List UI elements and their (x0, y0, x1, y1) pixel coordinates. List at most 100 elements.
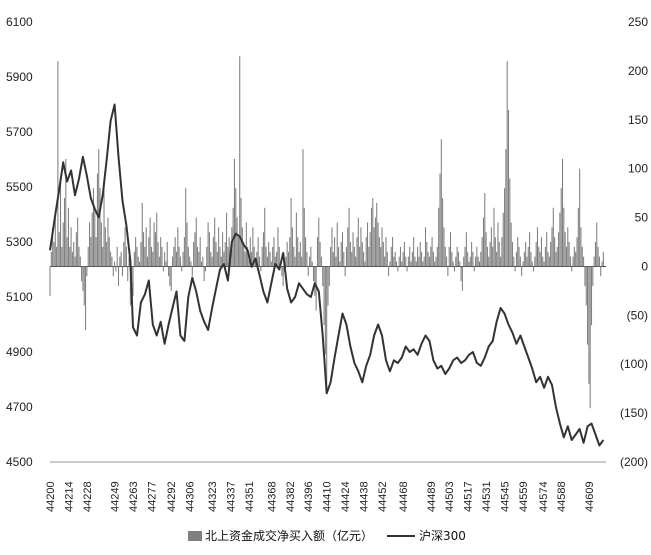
bar (521, 266, 523, 277)
bar (295, 212, 297, 267)
bar (294, 256, 296, 267)
bar (423, 256, 425, 267)
bar (392, 237, 394, 267)
hs300-line (49, 103, 605, 447)
bar (149, 217, 151, 267)
bar (367, 222, 369, 267)
bar (281, 266, 283, 277)
bar (297, 237, 299, 267)
bar (95, 237, 97, 267)
bar (289, 237, 291, 267)
bar (287, 251, 289, 267)
bar (555, 251, 557, 267)
bar (442, 198, 444, 267)
bar (270, 261, 272, 267)
bar (401, 261, 403, 267)
bar (220, 256, 222, 267)
bar (511, 242, 513, 267)
bar (195, 217, 197, 267)
bar (502, 212, 504, 267)
bar (447, 266, 449, 277)
bar (418, 256, 420, 267)
bar (71, 251, 73, 267)
bar (228, 237, 230, 267)
bar (421, 251, 423, 267)
bar (286, 242, 288, 267)
bar (353, 246, 355, 267)
bar (505, 149, 507, 267)
bar (194, 232, 196, 267)
bar (406, 266, 408, 272)
bar (89, 222, 91, 267)
bar (299, 242, 301, 267)
bar (356, 237, 358, 267)
bar (243, 242, 245, 267)
bar (125, 246, 127, 267)
x-axis-tick-label: 44249 (110, 481, 122, 512)
bar (298, 251, 300, 267)
bar (548, 256, 550, 267)
bar (253, 246, 255, 267)
bar (444, 246, 446, 267)
x-axis-tick-label: 44438 (359, 481, 371, 512)
bar (303, 207, 305, 267)
x-axis-tick-label: 44410 (322, 481, 334, 512)
bar (389, 261, 391, 267)
bar (478, 261, 481, 267)
bar (572, 256, 574, 267)
left-axis-tick-label: 5100 (6, 290, 33, 304)
bar (49, 266, 51, 296)
bar (307, 266, 309, 277)
legend-bar-swatch (188, 530, 202, 541)
x-axis-tick-label: 44468 (398, 481, 410, 512)
bar (452, 261, 454, 267)
bar (264, 207, 266, 267)
bar (581, 246, 583, 267)
bar (550, 242, 552, 267)
bar (514, 266, 516, 272)
bar (178, 246, 180, 267)
bar (544, 246, 546, 267)
bar (233, 158, 235, 267)
bar (132, 266, 134, 296)
bar (457, 251, 459, 267)
bar (597, 246, 599, 267)
bar (463, 256, 465, 267)
x-axis-tick-label: 44228 (82, 481, 94, 512)
bar (261, 246, 263, 267)
bar (475, 256, 477, 267)
bar (277, 227, 279, 267)
bar (380, 246, 382, 267)
bar (589, 266, 591, 409)
bar (210, 251, 212, 267)
bar (472, 251, 474, 267)
bar (372, 198, 374, 267)
bar (199, 237, 201, 267)
bar (403, 242, 405, 267)
bar (402, 251, 404, 267)
x-axis-tick-label: 44489 (426, 481, 438, 512)
bar (484, 193, 486, 267)
bar (397, 266, 399, 272)
bar (461, 266, 463, 291)
bar (558, 232, 560, 267)
bar (255, 261, 257, 267)
bar (79, 256, 81, 267)
left-axis-tick-label: 4700 (6, 400, 33, 414)
bar (456, 246, 458, 267)
bar (352, 232, 354, 267)
bar (497, 222, 499, 267)
bar (585, 266, 587, 306)
bar (399, 246, 401, 267)
bar (245, 222, 247, 267)
right-axis-tick-label: 0 (641, 259, 648, 273)
bar (378, 237, 380, 267)
bar (481, 237, 483, 267)
bar (415, 261, 417, 267)
legend-line-swatch (387, 534, 416, 537)
bar (349, 242, 351, 267)
bar (186, 222, 188, 267)
x-axis-tick-label: 44214 (63, 481, 75, 512)
bar (485, 232, 487, 267)
bar (385, 237, 387, 267)
